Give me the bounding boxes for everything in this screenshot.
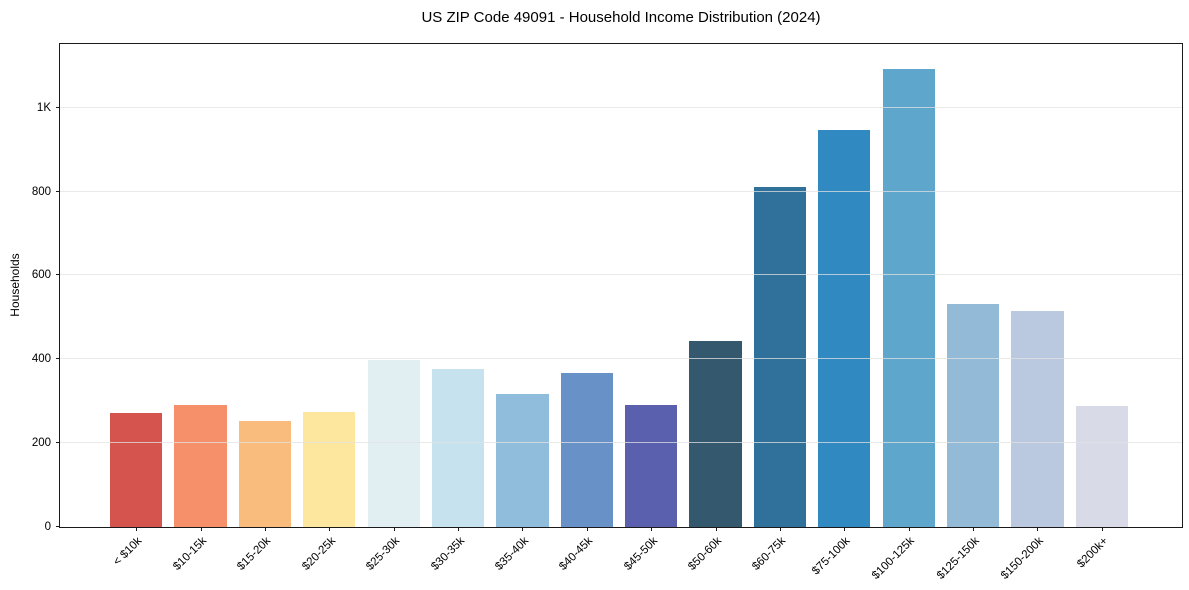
- bars-layer: < $10k $10-15k $15-20k $20-25k $25-30k $30-35…: [60, 44, 1182, 582]
- bar: [818, 129, 871, 527]
- x-tick-mark: [779, 527, 781, 531]
- x-tick-mark: [1101, 527, 1103, 531]
- x-tick-mark: [329, 527, 331, 531]
- bar-slot: $40-45k: [555, 44, 619, 573]
- x-tick-mark: [200, 527, 202, 531]
- x-tick-label: $75-100k: [810, 535, 853, 578]
- x-tick-label: $200k+: [1074, 535, 1111, 571]
- x-tick-mark: [458, 527, 460, 531]
- x-tick-label: $50-60k: [686, 535, 725, 573]
- y-axis-label: Households: [8, 253, 22, 317]
- x-tick-mark: [136, 527, 138, 531]
- x-tick-label: $150-200k: [998, 535, 1046, 582]
- bar: [560, 373, 613, 527]
- bar-slot: $75-100k: [810, 44, 876, 577]
- bar: [110, 413, 163, 527]
- bar: [1011, 310, 1064, 527]
- y-tick-mark: [56, 274, 60, 276]
- x-tick-label: $10-15k: [171, 535, 210, 573]
- bar: [174, 405, 227, 527]
- x-tick-label: $30-35k: [428, 535, 467, 573]
- x-tick-label: $25-30k: [364, 535, 403, 573]
- x-tick-mark: [522, 527, 524, 531]
- bar: [689, 341, 742, 527]
- x-tick-label: $60-75k: [750, 535, 789, 573]
- bar-slot: $100-125k: [870, 44, 941, 582]
- y-tick-label: 400: [31, 353, 51, 366]
- bar: [238, 421, 291, 527]
- bar-slot: $150-200k: [999, 44, 1069, 582]
- y-tick-mark: [56, 526, 60, 527]
- chart-title: US ZIP Code 49091 - Household Income Dis…: [421, 9, 821, 26]
- bar: [367, 360, 420, 527]
- y-tick-label: 1K: [36, 101, 51, 114]
- bar-slot: $200k+: [1070, 44, 1134, 570]
- y-tick-label: 600: [31, 269, 51, 282]
- x-tick-label: $125-150k: [934, 535, 982, 582]
- bar-slot: $45-50k: [619, 44, 683, 573]
- bar-slot: $60-75k: [748, 44, 812, 573]
- bar-slot: $20-25k: [297, 44, 361, 573]
- bar: [1075, 406, 1128, 527]
- x-tick-mark: [715, 527, 717, 531]
- bar-slot: $25-30k: [362, 44, 426, 573]
- x-tick-label: $100-125k: [870, 535, 918, 582]
- bar-slot: < $10k: [104, 44, 168, 568]
- bar: [625, 405, 678, 527]
- plot-area: < $10k $10-15k $15-20k $20-25k $25-30k $30-35…: [32, 43, 1183, 582]
- x-tick-mark: [908, 527, 910, 531]
- x-tick-label: $45-50k: [621, 535, 660, 573]
- y-tick-mark: [56, 442, 60, 444]
- y-tick-mark: [56, 106, 60, 108]
- x-tick-label: $40-45k: [557, 535, 596, 573]
- bar: [431, 369, 485, 527]
- bar-slot: $50-60k: [683, 44, 747, 573]
- y-tick-label: 0: [44, 521, 51, 533]
- x-tick-mark: [651, 527, 653, 531]
- bar-slot: $10-15k: [168, 44, 232, 573]
- bar-slot: $35-40k: [490, 44, 554, 573]
- y-tick-mark: [56, 190, 60, 192]
- y-tick-mark: [56, 358, 60, 360]
- bar: [496, 394, 549, 527]
- bar-slot: $125-150k: [935, 44, 1005, 582]
- y-tick-label: 800: [31, 185, 51, 198]
- x-tick-mark: [393, 527, 395, 531]
- x-tick-mark: [586, 527, 588, 531]
- x-tick-mark: [844, 527, 846, 531]
- bar: [946, 303, 1000, 527]
- x-tick-mark: [973, 527, 975, 531]
- x-tick-label: $20-25k: [299, 535, 338, 573]
- bar: [753, 187, 806, 527]
- x-tick-mark: [1037, 527, 1039, 531]
- bar-slot: $15-20k: [233, 44, 297, 573]
- x-tick-label: < $10k: [111, 535, 145, 569]
- x-tick-mark: [264, 527, 266, 531]
- y-tick-label: 200: [31, 437, 51, 450]
- bar: [882, 68, 935, 527]
- x-tick-label: $35-40k: [493, 535, 531, 573]
- x-tick-label: $15-20k: [235, 535, 274, 573]
- bar-slot: $30-35k: [426, 44, 490, 573]
- bar: [303, 411, 356, 527]
